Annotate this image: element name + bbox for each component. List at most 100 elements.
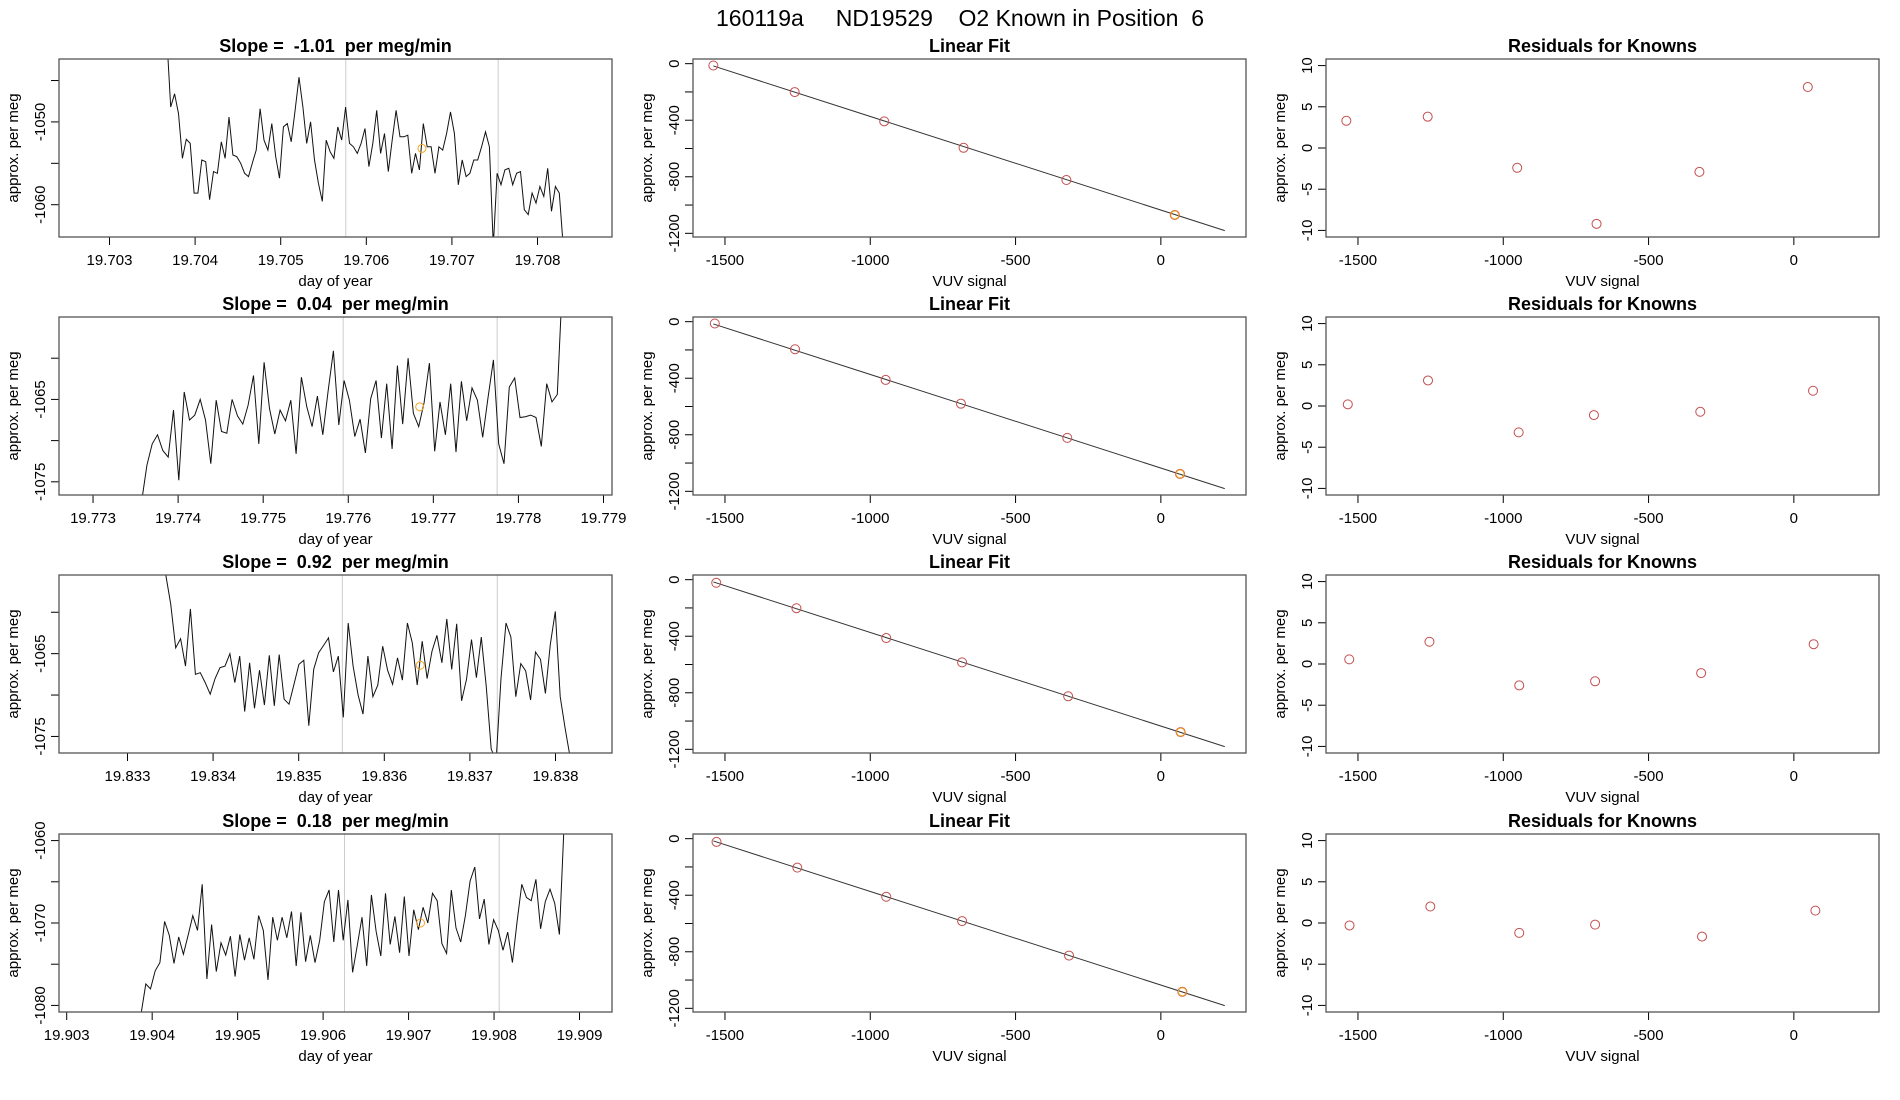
residual-point: [1697, 931, 1708, 942]
residual-point: [1808, 639, 1819, 650]
y-tick-label: -5: [1299, 699, 1316, 712]
y-tick-label: -400: [666, 621, 683, 651]
x-tick-label: 0: [1157, 768, 1165, 785]
y-axis-label: approx. per meg: [639, 868, 656, 977]
y-tick-label: -5: [1299, 183, 1316, 196]
x-tick-label: -500: [1001, 510, 1031, 527]
residual-point: [1342, 399, 1353, 410]
current-known-point: [1176, 727, 1186, 737]
x-tick-label: 19.906: [300, 1027, 346, 1044]
known-point: [792, 862, 803, 873]
x-tick-label: 19.703: [87, 252, 133, 269]
plot-area: [167, 59, 564, 237]
plot-box: [1325, 574, 1880, 754]
x-tick-label: 19.835: [276, 768, 322, 785]
x-axis-label: VUV signal: [932, 1048, 1006, 1065]
x-tick-label: 19.774: [155, 510, 201, 527]
known-point: [1063, 691, 1074, 702]
y-axis-label: approx. per meg: [1272, 93, 1289, 202]
x-tick-label: -1500: [1339, 510, 1377, 527]
y-tick-label: -10: [1299, 220, 1316, 242]
linear-fit-panel: Linear Fit -1500 -1000 -500 0 VUV signal 0 -400…: [639, 811, 1247, 1065]
y-tick-label: -1075: [32, 463, 49, 501]
x-tick-label: 0: [1790, 1027, 1798, 1044]
x-tick-label: -1500: [1339, 1027, 1377, 1044]
residual-point: [1513, 427, 1524, 438]
y-tick-label: -5: [1299, 441, 1316, 454]
x-axis-label: VUV signal: [932, 273, 1006, 290]
y-tick-label: 0: [666, 834, 683, 842]
panel-title: Slope = 0.04 per meg/min: [222, 294, 449, 314]
residual-point: [1802, 82, 1813, 93]
x-tick-label: 0: [1790, 768, 1798, 785]
x-tick-label: 0: [1790, 252, 1798, 269]
y-tick-label: -1200: [666, 989, 683, 1027]
x-tick-label: -1000: [851, 1027, 889, 1044]
known-point: [1064, 950, 1075, 961]
signal-series-line: [167, 59, 564, 237]
residual-point: [1694, 166, 1705, 177]
x-tick-label: 19.773: [70, 510, 116, 527]
known-point: [709, 318, 720, 329]
y-tick-label: 5: [1299, 619, 1316, 627]
known-point: [881, 891, 892, 902]
plot-box: [1325, 58, 1880, 238]
x-tick-label: -1500: [706, 510, 744, 527]
timeseries-panel: Slope = 0.92 per meg/min 19.833 19.834 19.8…: [5, 552, 613, 806]
x-tick-label: -500: [1001, 768, 1031, 785]
residual-point: [1590, 676, 1601, 687]
plot-area: [1342, 375, 1819, 438]
y-tick-label: -10: [1299, 478, 1316, 500]
x-axis-label: VUV signal: [932, 531, 1006, 548]
linear-fit-panel: Linear Fit -1500 -1000 -500 0 VUV signal 0 -400…: [639, 294, 1247, 548]
x-tick-label: 19.838: [533, 768, 579, 785]
known-point: [879, 116, 890, 127]
known-point: [711, 577, 722, 588]
x-tick-label: 19.836: [361, 768, 407, 785]
plot-box: [58, 58, 613, 238]
y-tick-label: 10: [1299, 57, 1316, 74]
known-point: [1062, 432, 1073, 443]
x-tick-label: -1000: [851, 510, 889, 527]
x-tick-label: -1000: [1484, 768, 1522, 785]
timeseries-panel: Slope = 0.04 per meg/min 19.773 19.774 19.7…: [5, 294, 626, 548]
known-point: [880, 374, 891, 385]
residual-point: [1591, 218, 1602, 229]
linear-fit-panel: Linear Fit -1500 -1000 -500 0 VUV signal 0 -400…: [639, 36, 1247, 290]
current-sample-marker: [417, 143, 427, 153]
y-tick-label: 0: [1299, 402, 1316, 410]
y-axis-label: approx. per meg: [5, 868, 22, 977]
x-tick-label: 19.909: [557, 1027, 603, 1044]
residual-point: [1425, 901, 1436, 912]
x-tick-label: 19.777: [410, 510, 456, 527]
timeseries-panel: Slope = 0.18 per meg/min 19.903 19.904 19.9…: [5, 811, 613, 1065]
signal-series-line: [140, 834, 565, 1012]
fit-line: [713, 581, 1225, 748]
y-tick-label: -10: [1299, 995, 1316, 1017]
x-tick-label: 0: [1790, 510, 1798, 527]
current-known-point: [1177, 987, 1187, 997]
signal-series-line: [142, 317, 562, 495]
residual-point: [1422, 111, 1433, 122]
known-point: [957, 916, 968, 927]
plot-box: [692, 58, 1247, 238]
x-tick-label: 19.708: [515, 252, 561, 269]
residual-point: [1422, 375, 1433, 386]
x-tick-label: -500: [1001, 252, 1031, 269]
x-tick-label: -1500: [706, 252, 744, 269]
linear-fit-panel: Linear Fit -1500 -1000 -500 0 VUV signal 0 -400…: [639, 552, 1247, 806]
residual-point: [1695, 406, 1706, 417]
x-axis-label: VUV signal: [1565, 531, 1639, 548]
known-point: [708, 60, 719, 71]
current-known-point: [1175, 469, 1185, 479]
residual-point: [1590, 919, 1601, 930]
panel-title: Slope = 0.18 per meg/min: [222, 811, 449, 831]
x-tick-label: 19.904: [129, 1027, 175, 1044]
panel-title: Slope = 0.92 per meg/min: [222, 552, 449, 572]
plot-area: [165, 575, 570, 753]
x-tick-label: -1500: [1339, 252, 1377, 269]
y-tick-label: -400: [666, 363, 683, 393]
residuals-panel: Residuals for Knowns -1500 -1000 -500 0 VUV s…: [1272, 294, 1880, 548]
panel-title: Residuals for Knowns: [1508, 36, 1697, 56]
